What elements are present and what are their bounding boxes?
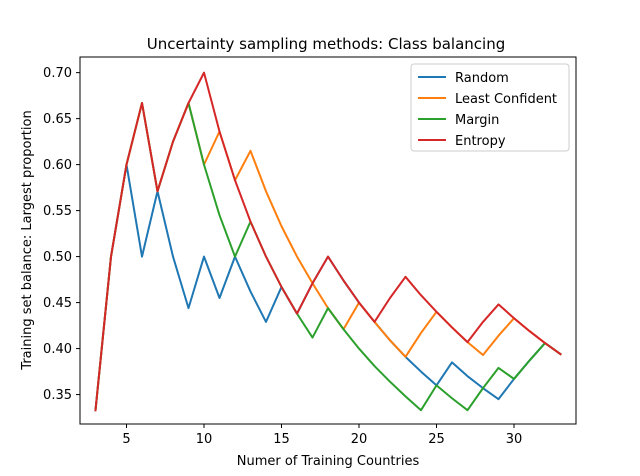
x-tick-label: 10 <box>196 432 213 447</box>
x-tick-label: 5 <box>122 432 130 447</box>
y-tick-label: 0.65 <box>43 112 72 127</box>
plot-frame <box>79 56 577 425</box>
x-tick-label: 15 <box>273 432 290 447</box>
legend-label: Margin <box>455 113 499 128</box>
legend-box <box>410 63 570 152</box>
y-tick-label: 0.70 <box>43 66 72 81</box>
x-tick-label: 20 <box>351 432 368 447</box>
y-tick-label: 0.50 <box>43 250 72 265</box>
series-layer <box>94 71 562 412</box>
legend: Random Least Confident Margin Entropy <box>410 63 570 152</box>
y-axis: 0.35 0.40 0.45 0.50 0.55 0.60 0.65 0.70 <box>43 66 80 403</box>
x-axis-label: Numer of Training Countries <box>237 454 420 469</box>
series-line-entropy <box>94 71 562 412</box>
y-tick-label: 0.40 <box>43 342 72 357</box>
y-tick-label: 0.35 <box>43 388 72 403</box>
legend-label: Random <box>455 71 509 86</box>
x-axis: 5 10 15 20 25 30 <box>122 424 522 447</box>
y-tick-label: 0.45 <box>43 296 72 311</box>
y-axis-label: Training set balance: Largest proportion <box>20 110 35 370</box>
legend-label: Entropy <box>455 134 506 149</box>
x-tick-label: 30 <box>506 432 523 447</box>
y-tick-label: 0.55 <box>43 204 72 219</box>
chart-title: Uncertainty sampling methods: Class bala… <box>147 35 506 53</box>
y-tick-label: 0.60 <box>43 158 72 173</box>
legend-label: Least Confident <box>455 92 557 107</box>
x-tick-label: 25 <box>428 432 445 447</box>
